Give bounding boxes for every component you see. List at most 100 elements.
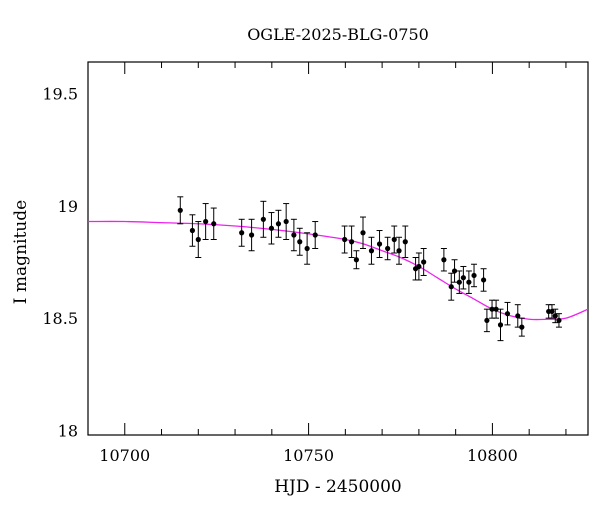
- data-point: [493, 299, 500, 319]
- data-point: [202, 203, 209, 241]
- data-point: [504, 301, 511, 326]
- point-marker: [421, 259, 427, 265]
- point-marker: [342, 236, 348, 243]
- plot-frame: [87, 61, 589, 436]
- data-points: [177, 196, 562, 342]
- chart-title: OGLE-2025-BLG-0750: [247, 25, 429, 44]
- data-point: [420, 248, 427, 276]
- data-point: [260, 200, 267, 238]
- data-point: [248, 218, 255, 252]
- x-tick-label: 10700: [99, 446, 150, 465]
- point-marker: [515, 313, 521, 319]
- point-marker: [497, 322, 504, 328]
- point-marker: [283, 218, 289, 225]
- data-point: [384, 236, 391, 261]
- data-point: [189, 214, 196, 247]
- point-marker: [489, 306, 495, 312]
- data-point: [480, 268, 487, 292]
- data-point: [396, 236, 403, 265]
- point-marker: [385, 245, 391, 252]
- data-point: [471, 263, 478, 288]
- data-point: [497, 308, 504, 342]
- point-marker: [471, 272, 477, 279]
- point-marker: [353, 257, 359, 263]
- point-marker: [195, 236, 201, 243]
- point-marker: [249, 232, 255, 238]
- point-marker: [304, 245, 310, 252]
- data-point: [440, 248, 447, 272]
- data-point: [402, 225, 409, 258]
- data-point: [465, 270, 472, 294]
- point-marker: [456, 279, 462, 285]
- y-tick-label: 18.5: [42, 309, 78, 328]
- data-point: [296, 227, 303, 256]
- y-tick-label: 19.5: [42, 84, 78, 103]
- data-point: [238, 218, 245, 247]
- point-marker: [360, 230, 366, 236]
- data-point: [391, 225, 398, 254]
- point-marker: [391, 236, 397, 243]
- data-point: [456, 270, 463, 294]
- plot-area: [88, 196, 588, 342]
- data-point: [518, 317, 525, 337]
- point-marker: [519, 324, 525, 330]
- point-marker: [416, 263, 422, 270]
- point-marker: [291, 232, 297, 238]
- data-point: [552, 308, 559, 324]
- point-marker: [396, 248, 402, 254]
- data-point: [360, 216, 366, 249]
- data-point: [177, 196, 184, 225]
- point-marker: [504, 311, 511, 317]
- model-curve: [88, 220, 588, 321]
- data-point: [275, 209, 282, 238]
- y-tick-label: 19: [58, 197, 78, 216]
- point-marker: [275, 221, 282, 227]
- y-axis-tick-labels: 18 18.5 19 19.5: [42, 84, 78, 440]
- point-marker: [239, 230, 245, 236]
- point-marker: [460, 275, 466, 281]
- point-marker: [448, 284, 454, 290]
- point-marker: [552, 313, 558, 319]
- point-marker: [203, 218, 209, 225]
- x-tick-label: 10750: [283, 446, 334, 465]
- point-marker: [177, 207, 183, 213]
- point-marker: [466, 279, 472, 285]
- data-point: [348, 225, 355, 258]
- y-tick-label: 18: [58, 422, 78, 441]
- point-marker: [549, 308, 555, 315]
- data-point: [483, 308, 490, 333]
- point-marker: [312, 232, 318, 238]
- point-marker: [368, 248, 375, 254]
- data-point: [368, 236, 375, 265]
- point-marker: [480, 277, 487, 283]
- data-point: [555, 313, 562, 328]
- x-axis-ticks: [87, 62, 567, 435]
- data-point: [283, 203, 290, 241]
- data-point: [195, 221, 202, 258]
- point-marker: [484, 317, 490, 324]
- point-marker: [260, 216, 266, 222]
- data-point: [415, 252, 422, 281]
- data-point: [290, 218, 297, 252]
- x-axis-label: HJD - 2450000: [274, 477, 402, 497]
- data-point: [448, 272, 455, 301]
- data-point: [514, 304, 521, 328]
- data-point: [548, 304, 555, 319]
- x-axis-tick-labels: 10700 10750 10800: [99, 446, 518, 465]
- data-point: [376, 230, 383, 258]
- data-point: [312, 221, 319, 249]
- data-point: [268, 212, 275, 245]
- point-marker: [211, 221, 217, 227]
- y-axis-label: I magnitude: [11, 200, 31, 304]
- x-tick-label: 10800: [467, 446, 518, 465]
- point-marker: [349, 239, 355, 245]
- point-marker: [268, 225, 275, 231]
- point-marker: [402, 239, 408, 245]
- point-marker: [441, 257, 447, 263]
- point-marker: [297, 239, 303, 245]
- data-point: [210, 207, 217, 241]
- point-marker: [376, 241, 383, 247]
- data-point: [341, 225, 348, 254]
- point-marker: [556, 317, 562, 324]
